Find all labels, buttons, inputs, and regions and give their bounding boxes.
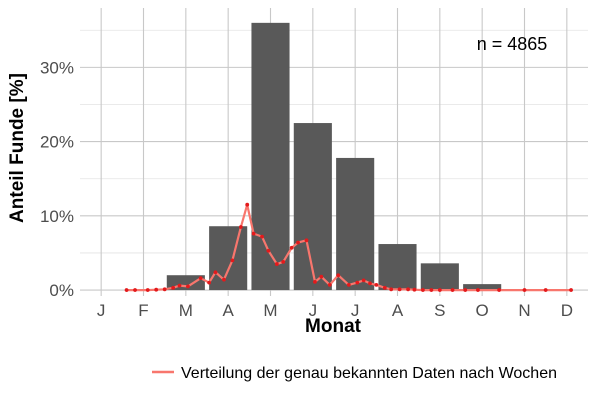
line-point xyxy=(198,276,203,281)
line-point xyxy=(289,245,294,250)
line-point xyxy=(497,288,501,292)
line-point xyxy=(463,288,468,292)
line-point xyxy=(355,280,360,285)
x-tick-label: A xyxy=(222,301,234,320)
line-point xyxy=(368,281,372,286)
bars xyxy=(166,22,502,291)
line-point xyxy=(304,238,309,243)
bar xyxy=(209,226,248,291)
line-point xyxy=(412,287,417,292)
line-point xyxy=(281,259,286,264)
line-point xyxy=(238,225,243,229)
x-tick-label: J xyxy=(351,301,360,320)
y-tick-label: 20% xyxy=(40,133,74,152)
bar xyxy=(293,123,332,291)
line-point xyxy=(313,279,317,284)
line-point xyxy=(382,285,387,290)
bar xyxy=(420,263,459,291)
line-point xyxy=(245,202,250,207)
grid xyxy=(80,8,588,296)
x-tick-label: M xyxy=(179,301,193,320)
line-point xyxy=(260,234,264,239)
y-tick-label: 10% xyxy=(40,207,74,226)
x-tick-label: O xyxy=(476,301,489,320)
sample-size-annotation: n = 4865 xyxy=(477,34,548,54)
line-point xyxy=(421,288,425,292)
x-tick-label: D xyxy=(561,301,573,320)
x-tick-label: F xyxy=(138,301,148,320)
line-point xyxy=(476,288,480,292)
line-point xyxy=(171,285,176,290)
bar xyxy=(336,157,375,291)
line-point xyxy=(274,262,279,266)
line-point xyxy=(437,288,442,292)
line-point xyxy=(450,288,455,292)
x-tick-label: J xyxy=(97,301,106,320)
line-point xyxy=(336,273,341,278)
plot-panel xyxy=(80,8,588,296)
line-point xyxy=(124,288,129,292)
x-tick-label: A xyxy=(392,301,404,320)
line-point xyxy=(361,278,366,283)
line-point xyxy=(186,284,190,289)
line-point xyxy=(162,287,167,292)
x-tick-label: J xyxy=(309,301,318,320)
x-tick-label: N xyxy=(518,301,530,320)
line-point xyxy=(222,277,226,282)
bar xyxy=(463,284,502,291)
y-axis-ticks: 0% 10% 20% 30% xyxy=(40,58,74,300)
line-point xyxy=(230,258,235,263)
line-point xyxy=(177,283,182,288)
line-point xyxy=(266,248,271,253)
weekly-distribution-line xyxy=(124,202,573,292)
line-point xyxy=(389,287,394,292)
legend: Verteilung der genau bekannten Daten nac… xyxy=(152,365,557,382)
line-point xyxy=(346,282,351,287)
line-point xyxy=(251,231,256,236)
line-point xyxy=(327,282,332,287)
y-axis-title: Anteil Funde [%] xyxy=(7,73,28,223)
line-point xyxy=(522,288,527,292)
legend-label: Verteilung der genau bekannten Daten nac… xyxy=(181,365,557,382)
line-point xyxy=(374,282,379,287)
y-tick-label: 30% xyxy=(40,58,74,77)
line-point xyxy=(397,287,402,292)
line-point xyxy=(569,288,573,292)
line-point xyxy=(543,288,548,292)
line-point xyxy=(133,288,137,292)
line-point xyxy=(154,287,159,292)
line-point xyxy=(429,288,434,292)
line-point xyxy=(213,270,218,275)
line-point xyxy=(296,240,300,245)
bar xyxy=(378,244,417,291)
x-tick-label: M xyxy=(263,301,277,320)
line-point xyxy=(406,287,410,292)
x-tick-label: S xyxy=(434,301,445,320)
y-tick-label: 0% xyxy=(49,281,74,300)
line-point xyxy=(319,274,324,279)
x-axis-title: Monat xyxy=(305,316,362,337)
line-point xyxy=(145,288,150,292)
bar xyxy=(251,22,290,291)
line-point xyxy=(207,280,212,285)
